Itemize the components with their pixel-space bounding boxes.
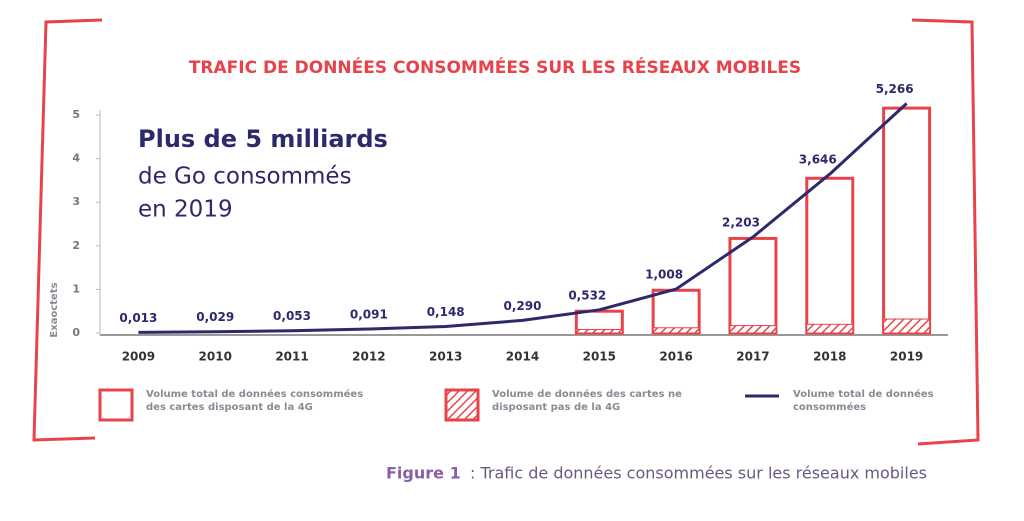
y-tick-label: 3 — [72, 195, 80, 208]
legend-swatch — [98, 388, 134, 422]
legend-box — [444, 388, 480, 422]
legend-item: Volume total de données consommées — [745, 388, 953, 422]
x-tick-label: 2017 — [736, 350, 769, 364]
data-label: 0,532 — [568, 288, 606, 302]
x-tick-label: 2014 — [506, 350, 539, 364]
frame-right — [911, 18, 980, 446]
annotation: de Go consommés — [138, 164, 352, 190]
y-tick-label: 4 — [72, 152, 80, 165]
y-tick-label: 2 — [72, 239, 80, 252]
data-label: 0,013 — [119, 311, 157, 325]
data-label: 2,203 — [722, 215, 760, 229]
x-tick-label: 2015 — [583, 350, 616, 364]
chart-title: TRAFIC DE DONNÉES CONSOMMÉES SUR LES RÉS… — [189, 56, 801, 78]
legend-item: Volume total de données consommées des c… — [98, 388, 381, 422]
legend-box — [98, 388, 134, 422]
bar — [651, 288, 701, 335]
bar — [805, 176, 855, 335]
data-label: 0,148 — [427, 305, 465, 319]
x-tick-label: 2010 — [199, 350, 232, 364]
legend-text: Volume total de données consommées des c… — [146, 389, 364, 413]
y-tick-label: 5 — [72, 108, 80, 121]
hatched-bar — [729, 325, 777, 334]
line — [138, 102, 908, 334]
legend-text: Volume de données des cartes ne disposan… — [492, 389, 682, 413]
annotation: Plus de 5 milliards — [138, 125, 388, 153]
data-label: 3,646 — [799, 153, 837, 167]
data-label: 0,053 — [273, 309, 311, 323]
hatched-bar — [806, 323, 854, 334]
y-tick-label: 0 — [72, 326, 80, 339]
legend-text: Volume total de données consommées — [793, 389, 934, 413]
hatched-bar — [575, 329, 623, 334]
frame-left — [32, 18, 103, 442]
x-tick-label: 2009 — [122, 350, 155, 364]
y-tick-label: 1 — [72, 282, 80, 295]
hatched-bar — [652, 327, 700, 334]
x-tick-label: 2016 — [659, 350, 692, 364]
annotation: en 2019 — [138, 197, 233, 223]
legend-item: Volume de données des cartes ne disposan… — [444, 388, 727, 422]
data-label: 1,008 — [645, 268, 683, 282]
data-label: 0,091 — [350, 308, 388, 322]
caption-label: Figure 1 — [386, 464, 461, 483]
x-tick-label: 2012 — [352, 350, 385, 364]
data-label: 0,290 — [504, 299, 542, 313]
x-tick-label: 2013 — [429, 350, 462, 364]
x-tick-label: 2011 — [275, 350, 308, 364]
hatched-bar — [883, 318, 931, 334]
legend-swatch — [444, 388, 480, 422]
legend-swatch — [745, 394, 779, 398]
caption-text: : Trafic de données consommées sur les r… — [470, 464, 927, 483]
bar — [882, 106, 932, 335]
x-tick-label: 2019 — [890, 350, 923, 364]
y-axis-label: Exaoctets — [49, 282, 60, 337]
data-label: 5,266 — [876, 82, 914, 96]
x-tick-label: 2018 — [813, 350, 846, 364]
bar — [728, 236, 778, 335]
data-label: 0,029 — [196, 310, 234, 324]
